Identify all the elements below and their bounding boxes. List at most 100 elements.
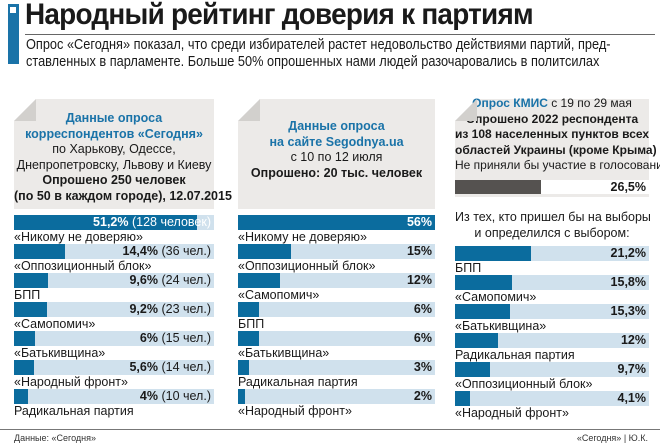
bar: [14, 273, 49, 288]
bar-track: 21,2%: [455, 246, 649, 261]
bar: [455, 275, 512, 290]
value-label: 6%: [414, 331, 432, 346]
bar-row: 6% БПП: [238, 302, 435, 331]
bar-row: 6% (15 чел.) «Батькивщина»: [14, 331, 214, 360]
category-label: «Никому не доверяю»: [14, 230, 143, 244]
bar-track: 6%: [238, 331, 435, 346]
bar-row: 5,6% (14 чел.) «Народный фронт»: [14, 360, 214, 389]
card-heading: на сайте Segodnya.ua: [269, 134, 404, 149]
value-label: 2%: [414, 389, 432, 404]
value-count: (10 чел.): [161, 389, 211, 403]
lead-line: Опрос «Сегодня» показал, что среди избир…: [26, 37, 611, 53]
bar-row: 15,3% «Батькивщина»: [455, 304, 649, 333]
value-label: 12%: [621, 333, 646, 348]
value-percent: 56%: [406, 215, 432, 229]
value-percent: 9,6%: [129, 273, 158, 287]
bar-row: 51,2% (128 человек) «Никому не доверяю»: [14, 215, 214, 244]
value-percent: 21,2%: [610, 246, 646, 260]
value-count: (14 чел.): [161, 360, 211, 374]
bar: [14, 215, 197, 230]
bar-row: 9,7% «Оппозиционный блок»: [455, 362, 649, 391]
value-label: 3%: [414, 360, 432, 375]
bar: [14, 302, 47, 317]
survey-card-2: Данные опроса на сайте Segodnya.ua с 10 …: [238, 99, 435, 209]
value-percent: 12%: [620, 333, 646, 347]
bar-track: 14,4% (36 чел.): [14, 244, 214, 259]
category-label: «Батькивщина»: [14, 346, 106, 360]
title-divider: [25, 34, 655, 35]
value-percent: 14,4%: [122, 244, 158, 258]
bar-track: 9,2% (23 чел.): [14, 302, 214, 317]
bar: [455, 246, 532, 261]
value-label: 9,7%: [618, 362, 647, 377]
value-percent: 6%: [413, 331, 432, 345]
card-heading: корреспондентов «Сегодня»: [25, 126, 203, 141]
card-heading: Данные опроса: [288, 119, 385, 133]
value-percent: 3%: [413, 360, 432, 374]
value-count: (15 чел.): [161, 331, 211, 345]
bar-row: 56% «Никому не доверяю»: [238, 215, 435, 244]
bar-track: 15%: [238, 244, 435, 259]
card-text: Днепропетровску, Львову и Киеву: [16, 157, 212, 172]
card-heading: Опрос КМИС: [472, 96, 548, 110]
bar-row: 3% Радикальная партия: [238, 360, 435, 389]
category-label: «Батькивщина»: [455, 319, 547, 333]
value-label: 12%: [407, 273, 432, 288]
category-label: «Никому не доверяю»: [238, 230, 367, 244]
bar: [238, 273, 281, 288]
category-label: Радикальная партия: [455, 348, 575, 362]
value-percent: 9,7%: [617, 362, 647, 376]
card-text: по Харькову, Одессе,: [52, 142, 176, 156]
lead-line: ставленных в парламенте. Больше 50% опро…: [26, 54, 600, 70]
value-label: 5,6% (14 чел.): [129, 360, 211, 375]
value-percent: 6%: [413, 302, 432, 316]
credit-note: «Сегодня» | Ю.К.: [576, 433, 648, 443]
value-percent: 51,2%: [93, 215, 129, 229]
title-marker: [8, 4, 19, 64]
card-text: Не приняли бы участие в голосовании: [455, 158, 660, 172]
card-sample: (по 50 в каждом городе), 12.07.2015: [14, 188, 232, 203]
value-count: (23 чел.): [161, 302, 211, 316]
bar-track: 9,7%: [455, 362, 649, 377]
bar-row: 4% (10 чел.) Радикальная партия: [14, 389, 214, 418]
bar-row: 9,6% (24 чел.) БПП: [14, 273, 214, 302]
subtitle-line: и определился с выбором:: [474, 225, 630, 240]
bar-track: 51,2% (128 человек): [14, 215, 214, 230]
card-text: с 10 по 12 июля: [290, 150, 383, 164]
card-sample: Опрошено 250 человек: [42, 173, 186, 187]
value-percent: 12%: [406, 273, 432, 287]
bar-row: 12% Радикальная партия: [455, 333, 649, 362]
bar: [455, 362, 490, 377]
value-count: (36 чел.): [161, 244, 211, 258]
value-label: 56%: [407, 215, 432, 230]
category-label: БПП: [238, 317, 265, 331]
footer-divider: [0, 429, 660, 430]
bar: [238, 389, 246, 404]
value-label: 6%: [414, 302, 432, 317]
bar-track: 12%: [238, 273, 435, 288]
card-sample: областей Украины (кроме Крыма): [455, 142, 657, 157]
abstain-value: 26,5%: [610, 180, 646, 194]
bar: [455, 333, 499, 348]
bar: [455, 391, 470, 406]
bar-track: 6%: [238, 302, 435, 317]
bar: [238, 244, 291, 259]
category-label: Радикальная партия: [238, 375, 358, 389]
bar: [14, 331, 36, 346]
bar-track: 9,6% (24 чел.): [14, 273, 214, 288]
bar-track: 4,1%: [455, 391, 649, 406]
value-label: 14,4% (36 чел.): [123, 244, 211, 259]
value-percent: 6%: [139, 331, 158, 345]
category-label: БПП: [455, 261, 482, 275]
abstain-bar: [455, 180, 541, 194]
value-percent: 5,6%: [129, 360, 158, 374]
category-label: «Самопомич»: [455, 290, 537, 304]
bar-row: 14,4% (36 чел.) «Оппозиционный блок»: [14, 244, 214, 273]
bar-track: 5,6% (14 чел.): [14, 360, 214, 375]
bar: [14, 244, 66, 259]
category-label: «Самопомич»: [238, 288, 320, 302]
value-label: 4,1%: [618, 391, 647, 406]
bar-track: 56%: [238, 215, 435, 230]
value-label: 15,8%: [611, 275, 646, 290]
bar-row: 12% «Самопомич»: [238, 273, 435, 302]
